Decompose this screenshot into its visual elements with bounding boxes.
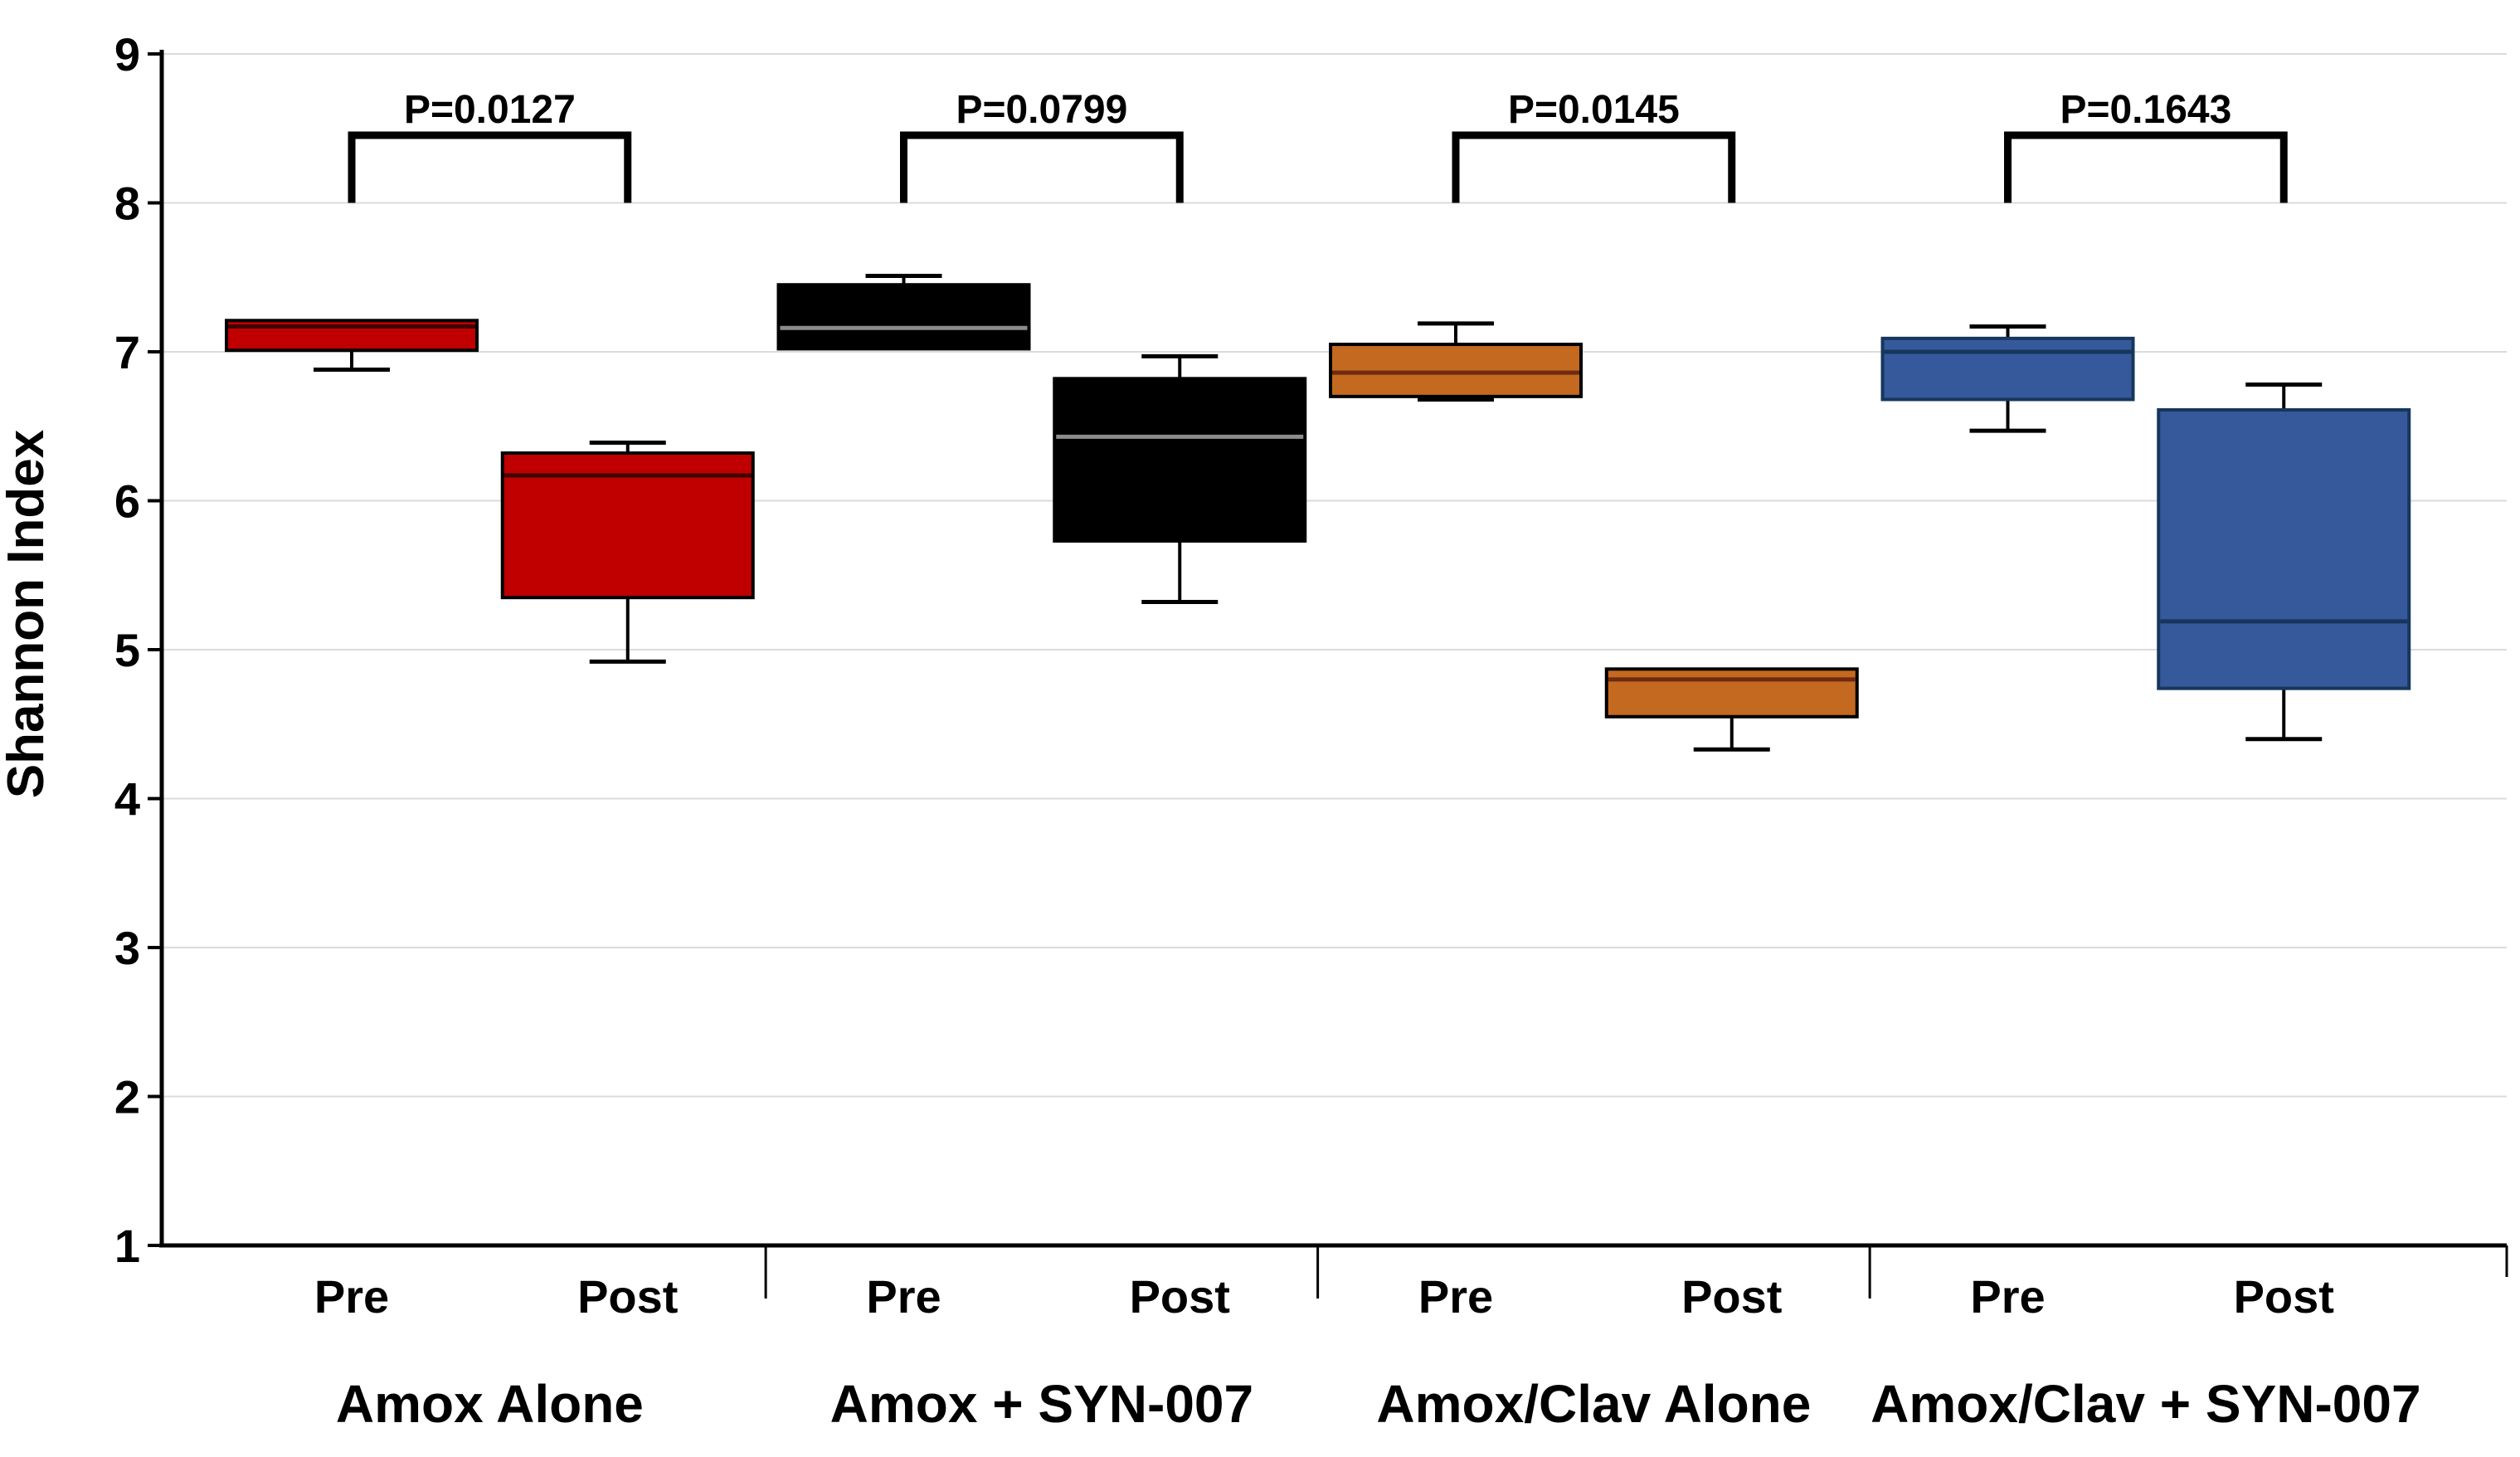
x-tick-label-amox-alone-post: Post — [577, 1270, 678, 1323]
group-label-amox-syn-007: Amox + SYN-007 — [830, 1374, 1253, 1434]
x-tick-label-amox-clav-alone-pre: Pre — [1418, 1270, 1493, 1323]
box-amox-clav-syn-007-pre — [1880, 324, 2135, 433]
p-value-label-amox-alone: P=0.0127 — [404, 88, 576, 132]
x-tick-label-amox-clav-alone-post: Post — [1681, 1270, 1782, 1323]
box-amox-syn-007-pre — [776, 273, 1031, 351]
box-amox-clav-syn-007-pre-iqr-box — [1880, 336, 2135, 402]
p-value-label-amox-syn-007: P=0.0799 — [956, 88, 1127, 132]
box-amox-syn-007-post — [1053, 353, 1307, 605]
x-tick-label-amox-clav-syn-007-pre: Pre — [1970, 1270, 2045, 1323]
x-tick-label-amox-clav-syn-007-post: Post — [2234, 1270, 2334, 1323]
p-value-label-amox-clav-syn-007: P=0.1643 — [2060, 88, 2231, 132]
p-value-label-amox-clav-alone: P=0.0145 — [1508, 88, 1680, 132]
group-label-amox-clav-syn-007: Amox/Clav + SYN-007 — [1871, 1374, 2420, 1434]
box-amox-clav-alone-pre-iqr-box — [1329, 343, 1583, 398]
box-amox-alone-post — [500, 440, 755, 664]
box-amox-clav-alone-pre — [1329, 321, 1583, 402]
y-tick-label-1: 1 — [114, 1220, 140, 1272]
x-tick-label-amox-syn-007-pre: Pre — [866, 1270, 941, 1323]
y-tick-label-3: 3 — [114, 922, 140, 974]
box-amox-clav-alone-post-iqr-box — [1604, 667, 1859, 719]
p-bracket-amox-clav-alone — [1452, 131, 1736, 203]
box-amox-syn-007-post-iqr-box — [1053, 377, 1307, 543]
p-bracket-amox-alone — [348, 131, 632, 203]
box-amox-clav-syn-007-post — [2157, 382, 2411, 742]
group-label-amox-alone: Amox Alone — [336, 1374, 644, 1434]
y-tick-label-8: 8 — [114, 178, 140, 230]
y-tick-label-9: 9 — [114, 28, 140, 80]
p-bracket-amox-clav-syn-007 — [2004, 131, 2288, 203]
box-amox-alone-pre — [225, 319, 479, 373]
y-tick-label-4: 4 — [114, 773, 140, 826]
box-amox-clav-syn-007-post-iqr-box — [2157, 408, 2411, 690]
p-bracket-amox-syn-007 — [900, 131, 1184, 203]
x-tick-label-amox-syn-007-post: Post — [1130, 1270, 1230, 1323]
y-tick-label-6: 6 — [114, 475, 140, 528]
box-amox-syn-007-pre-iqr-box — [776, 283, 1031, 351]
x-tick-label-amox-alone-pre: Pre — [314, 1270, 389, 1323]
box-amox-clav-alone-post — [1604, 667, 1859, 752]
y-tick-label-5: 5 — [114, 624, 140, 676]
group-label-amox-clav-alone: Amox/Clav Alone — [1376, 1374, 1811, 1434]
y-tick-label-2: 2 — [114, 1071, 140, 1123]
y-tick-label-7: 7 — [114, 326, 140, 378]
y-axis-title: Shannon Index — [0, 429, 55, 798]
